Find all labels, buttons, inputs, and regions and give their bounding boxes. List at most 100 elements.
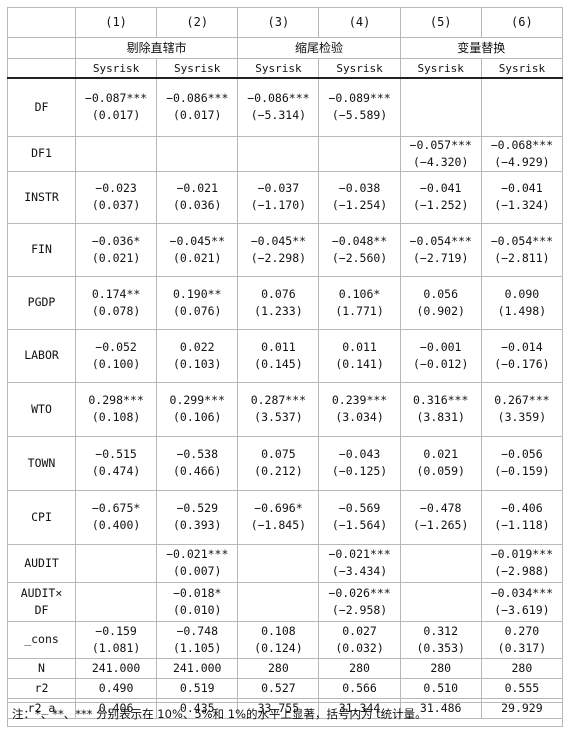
statistic: (0.032) — [319, 640, 399, 657]
coefficient: −0.026*** — [319, 585, 399, 602]
table-note: 注：*、**、*** 分别表示在 10%、5%和 1%的水平上显著，括号内为 t… — [7, 702, 563, 727]
coefficient: −0.054*** — [482, 233, 562, 250]
regression-table: (1) (2) (3) (4) (5) (6) 剔除直辖市 缩尾检验 变量替换 Sysrisk Sy… — [7, 7, 563, 719]
stat-value: 0.510 — [400, 678, 481, 698]
variable-name: WTO — [8, 382, 76, 436]
statistic: (1.233) — [238, 303, 318, 320]
coefficient: 0.316*** — [401, 392, 481, 409]
stat-value: 280 — [481, 658, 562, 678]
header-row-groups: 剔除直辖市 缩尾检验 变量替换 — [8, 38, 563, 59]
estimate-cell — [76, 544, 157, 582]
header-row-numbers: (1) (2) (3) (4) (5) (6) — [8, 8, 563, 38]
statistic: (−2.719) — [401, 250, 481, 267]
coefficient: 0.108 — [238, 623, 318, 640]
estimate-cell: −0.748 (1.105) — [157, 621, 238, 658]
stat-value: 0.555 — [481, 678, 562, 698]
coefficient: −0.569 — [319, 500, 399, 517]
estimate-cell: −0.529 (0.393) — [157, 490, 238, 544]
estimate-cell: −0.001 (−0.012) — [400, 329, 481, 382]
estimate-cell: −0.041 (−1.324) — [481, 171, 562, 223]
coefficient: 0.021 — [401, 446, 481, 463]
variable-name: DF1 — [8, 136, 76, 171]
depvar-header: Sysrisk — [238, 59, 319, 79]
statistic: (0.108) — [76, 409, 156, 426]
statistic: (3.537) — [238, 409, 318, 426]
statistic: (−1.324) — [482, 197, 562, 214]
coefficient: −0.406 — [482, 500, 562, 517]
statistic: (0.010) — [157, 602, 237, 619]
coefficient: 0.287*** — [238, 392, 318, 409]
estimate-cell: −0.569 (−1.564) — [319, 490, 400, 544]
estimate-cell — [76, 582, 157, 621]
statistic: (0.017) — [157, 107, 237, 124]
estimate-cell: −0.087*** (0.017) — [76, 78, 157, 136]
estimate-cell: −0.086*** (0.017) — [157, 78, 238, 136]
coefficient: −0.748 — [157, 623, 237, 640]
estimate-cell: −0.478 (−1.265) — [400, 490, 481, 544]
statistic: (−0.159) — [482, 463, 562, 480]
statistic: (−5.314) — [238, 107, 318, 124]
statistic: (−2.958) — [319, 602, 399, 619]
estimate-cell: −0.021 (0.036) — [157, 171, 238, 223]
estimate-cell: 0.022 (0.103) — [157, 329, 238, 382]
statistic: (0.076) — [157, 303, 237, 320]
estimate-cell: 0.316*** (3.831) — [400, 382, 481, 436]
coefficient: −0.696* — [238, 500, 318, 517]
estimate-cell: −0.037 (−1.170) — [238, 171, 319, 223]
stat-value: 280 — [238, 658, 319, 678]
statistic: (0.078) — [76, 303, 156, 320]
stat-value: 0.519 — [157, 678, 238, 698]
estimate-cell: −0.057*** (−4.320) — [400, 136, 481, 171]
coefficient: −0.038 — [319, 180, 399, 197]
statistic: (3.034) — [319, 409, 399, 426]
statistic: (0.021) — [76, 250, 156, 267]
estimate-cell — [400, 544, 481, 582]
coefficient: −0.023 — [76, 180, 156, 197]
statistic: (−4.929) — [482, 154, 562, 171]
estimate-cell: 0.021 (0.059) — [400, 436, 481, 490]
statistic: (1.771) — [319, 303, 399, 320]
statistic: (0.100) — [76, 356, 156, 373]
variable-name: AUDIT× DF — [8, 582, 76, 621]
regression-table-container: (1) (2) (3) (4) (5) (6) 剔除直辖市 缩尾检验 变量替换 Sysrisk Sy… — [7, 7, 563, 719]
statistic: (−2.988) — [482, 563, 562, 580]
coefficient: −0.041 — [482, 180, 562, 197]
coef-row: CPI −0.675* (0.400) −0.529 (0.393) −0.696* (−1… — [8, 490, 563, 544]
statistic: (3.831) — [401, 409, 481, 426]
estimate-cell: −0.034*** (−3.619) — [481, 582, 562, 621]
coefficient: −0.045** — [157, 233, 237, 250]
column-number: (3) — [238, 8, 319, 38]
estimate-cell — [238, 544, 319, 582]
estimate-cell: 0.267*** (3.359) — [481, 382, 562, 436]
stat-value: 0.490 — [76, 678, 157, 698]
statistic: (0.353) — [401, 640, 481, 657]
coefficient: −0.045** — [238, 233, 318, 250]
statistic: (1.498) — [482, 303, 562, 320]
variable-name: FIN — [8, 223, 76, 276]
coef-row: FIN −0.036* (0.021) −0.045** (0.021) −0.045**… — [8, 223, 563, 276]
statistic: (−0.125) — [319, 463, 399, 480]
estimate-cell: 0.056 (0.902) — [400, 276, 481, 329]
estimate-cell: −0.675* (0.400) — [76, 490, 157, 544]
depvar-header: Sysrisk — [481, 59, 562, 79]
stat-value: 280 — [400, 658, 481, 678]
depvar-header: Sysrisk — [319, 59, 400, 79]
coefficient: 0.298*** — [76, 392, 156, 409]
estimate-cell: −0.026*** (−2.958) — [319, 582, 400, 621]
statistic: (−2.811) — [482, 250, 562, 267]
statistic: (0.902) — [401, 303, 481, 320]
variable-name: _cons — [8, 621, 76, 658]
estimate-cell: −0.023 (0.037) — [76, 171, 157, 223]
coefficient: −0.019*** — [482, 546, 562, 563]
estimate-cell: −0.068*** (−4.929) — [481, 136, 562, 171]
estimate-cell — [400, 582, 481, 621]
variable-name: INSTR — [8, 171, 76, 223]
coefficient: 0.076 — [238, 286, 318, 303]
estimate-cell: −0.019*** (−2.988) — [481, 544, 562, 582]
coefficient: −0.043 — [319, 446, 399, 463]
depvar-header: Sysrisk — [76, 59, 157, 79]
coefficient: −0.048** — [319, 233, 399, 250]
statistic: (−2.560) — [319, 250, 399, 267]
coefficient: −0.538 — [157, 446, 237, 463]
coefficient: 0.056 — [401, 286, 481, 303]
